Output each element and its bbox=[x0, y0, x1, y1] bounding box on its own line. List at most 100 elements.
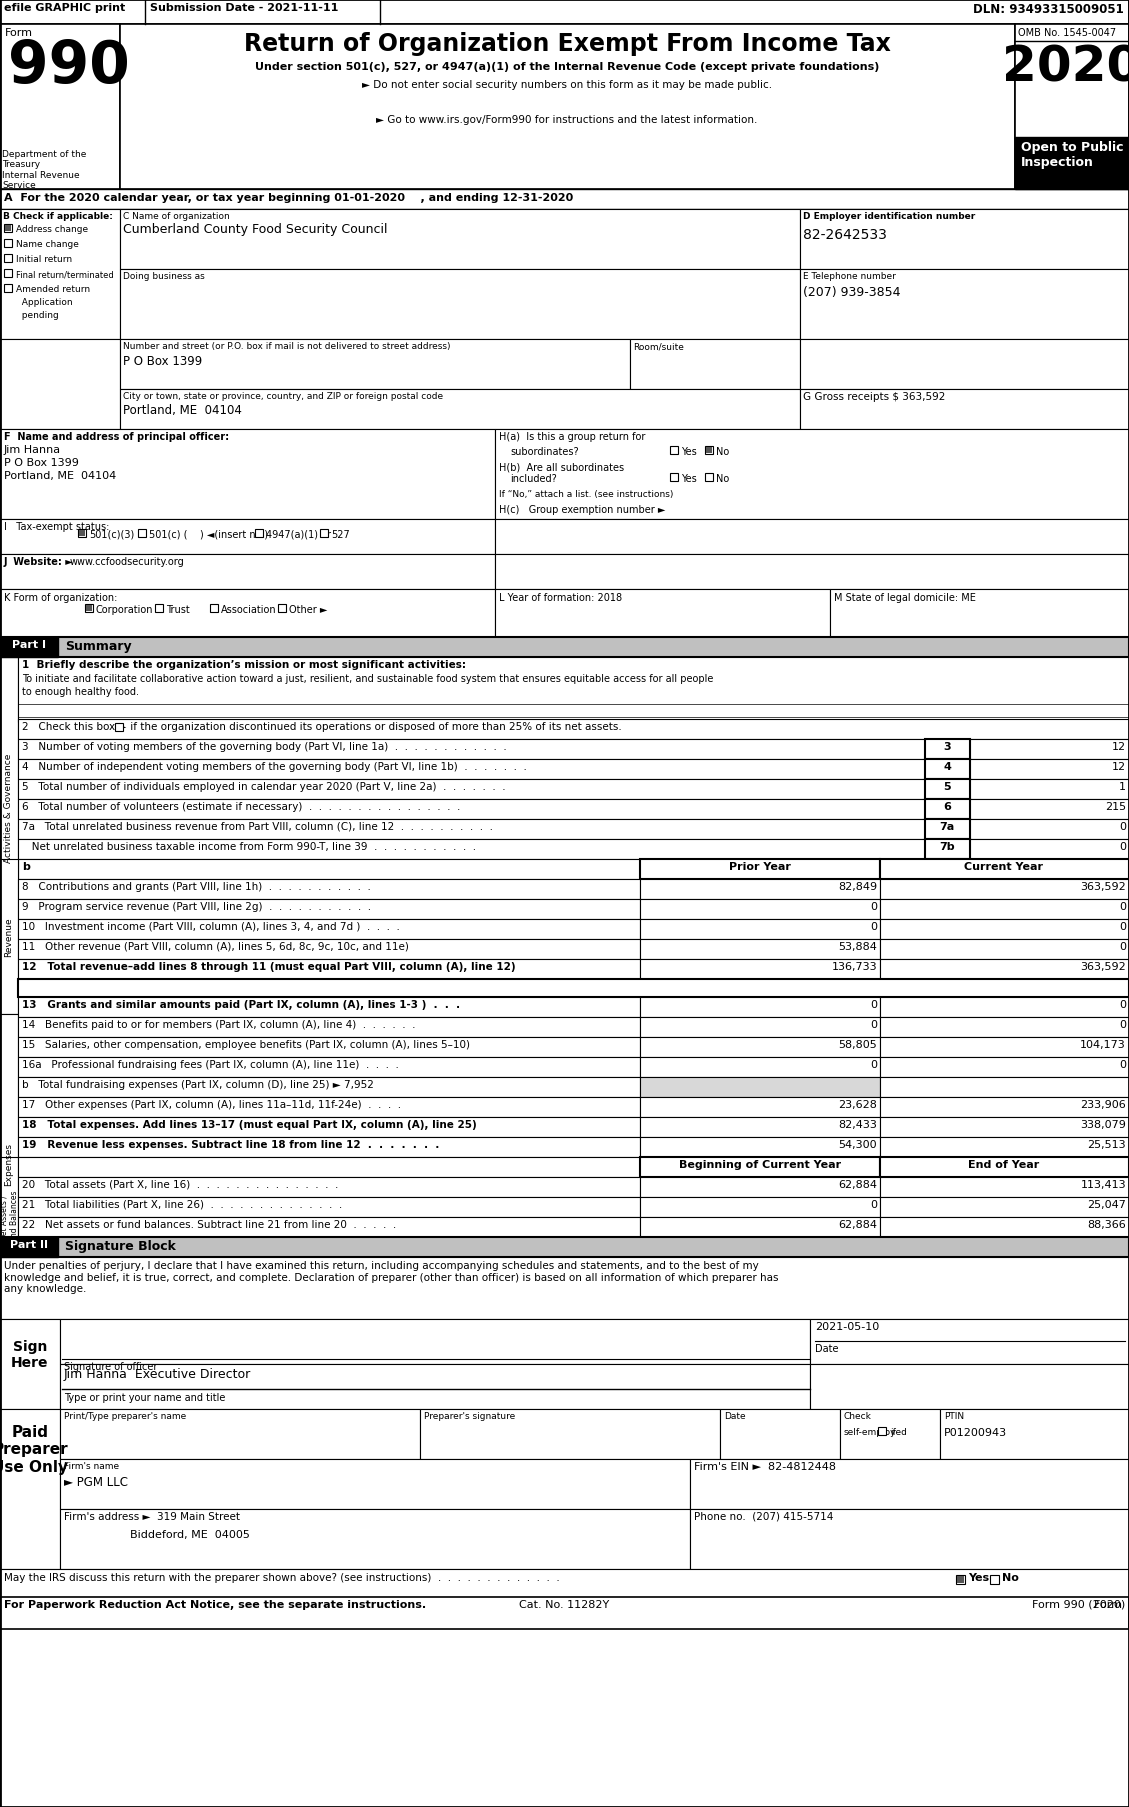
Bar bbox=[640, 1117, 879, 1137]
Text: 0: 0 bbox=[1119, 1019, 1126, 1030]
Text: F  Name and address of principal officer:: F Name and address of principal officer: bbox=[5, 432, 229, 441]
Text: 12: 12 bbox=[1112, 741, 1126, 752]
Bar bbox=[18, 799, 925, 820]
Text: 233,906: 233,906 bbox=[1080, 1099, 1126, 1109]
Text: subordinates?: subordinates? bbox=[510, 446, 579, 457]
Text: 363,592: 363,592 bbox=[1080, 882, 1126, 891]
Bar bbox=[18, 719, 1129, 739]
Bar bbox=[18, 940, 640, 960]
Text: No: No bbox=[1003, 1572, 1018, 1583]
Text: Room/suite: Room/suite bbox=[633, 342, 684, 351]
Bar bbox=[0, 1409, 60, 1568]
Bar bbox=[879, 880, 1129, 900]
Bar bbox=[79, 531, 85, 537]
Bar bbox=[0, 1258, 1129, 1319]
Bar bbox=[5, 286, 12, 293]
Text: 0: 0 bbox=[1119, 941, 1126, 952]
Bar bbox=[879, 1156, 1129, 1178]
Bar bbox=[956, 1576, 965, 1585]
Text: Type or print your name and title: Type or print your name and title bbox=[64, 1391, 226, 1402]
Bar bbox=[0, 25, 120, 190]
Text: included?: included? bbox=[510, 473, 557, 484]
Bar bbox=[640, 880, 879, 900]
Text: 0: 0 bbox=[1119, 902, 1126, 911]
Text: Print/Type preparer's name: Print/Type preparer's name bbox=[64, 1411, 186, 1420]
Bar bbox=[800, 269, 1129, 340]
Bar bbox=[640, 1017, 879, 1037]
Bar bbox=[669, 446, 679, 455]
Bar bbox=[925, 759, 970, 779]
Bar bbox=[120, 25, 1015, 190]
Text: 11   Other revenue (Part VIII, column (A), lines 5, 6d, 8c, 9c, 10c, and 11e): 11 Other revenue (Part VIII, column (A),… bbox=[21, 941, 409, 952]
Text: 20   Total assets (Part X, line 16)  .  .  .  .  .  .  .  .  .  .  .  .  .  .  .: 20 Total assets (Part X, line 16) . . . … bbox=[21, 1180, 339, 1189]
Text: 104,173: 104,173 bbox=[1080, 1039, 1126, 1050]
Text: If “No,” attach a list. (see instructions): If “No,” attach a list. (see instruction… bbox=[499, 490, 673, 499]
Text: P01200943: P01200943 bbox=[944, 1428, 1007, 1437]
Text: For Paperwork Reduction Act Notice, see the separate instructions.: For Paperwork Reduction Act Notice, see … bbox=[5, 1599, 426, 1608]
Text: www.ccfoodsecurity.org: www.ccfoodsecurity.org bbox=[70, 557, 185, 567]
Bar bbox=[640, 997, 879, 1017]
Text: 53,884: 53,884 bbox=[838, 941, 877, 952]
Bar bbox=[0, 638, 58, 658]
Bar bbox=[60, 1460, 690, 1509]
Text: 1: 1 bbox=[1119, 782, 1126, 791]
Text: To initiate and facilitate collaborative action toward a just, resilient, and su: To initiate and facilitate collaborative… bbox=[21, 674, 714, 683]
Text: 58,805: 58,805 bbox=[838, 1039, 877, 1050]
Bar bbox=[640, 1097, 879, 1117]
Text: 12: 12 bbox=[1112, 761, 1126, 772]
Text: Cat. No. 11282Y: Cat. No. 11282Y bbox=[519, 1599, 610, 1608]
Text: Portland, ME  04104: Portland, ME 04104 bbox=[123, 403, 242, 417]
Bar bbox=[879, 997, 1129, 1017]
Text: 22   Net assets or fund balances. Subtract line 21 from line 20  .  .  .  .  .: 22 Net assets or fund balances. Subtract… bbox=[21, 1220, 396, 1229]
Text: C Name of organization: C Name of organization bbox=[123, 211, 229, 220]
Bar bbox=[0, 1568, 1129, 1597]
Bar bbox=[640, 860, 879, 880]
Bar bbox=[60, 1409, 420, 1460]
Bar bbox=[120, 390, 800, 430]
Bar bbox=[85, 605, 93, 613]
Text: P O Box 1399: P O Box 1399 bbox=[5, 457, 79, 468]
Text: ► PGM LLC: ► PGM LLC bbox=[64, 1475, 128, 1489]
Text: Form 990 (2020): Form 990 (2020) bbox=[1032, 1599, 1124, 1608]
Text: 82,433: 82,433 bbox=[838, 1119, 877, 1129]
Bar bbox=[809, 1319, 1129, 1364]
Text: Part I: Part I bbox=[12, 640, 46, 651]
Text: Address change: Address change bbox=[16, 224, 88, 233]
Bar bbox=[690, 1509, 1129, 1568]
Text: 0: 0 bbox=[1119, 842, 1126, 851]
Bar bbox=[970, 759, 1129, 779]
Text: K Form of organization:: K Form of organization: bbox=[5, 593, 117, 604]
Text: Submission Date - 2021-11-11: Submission Date - 2021-11-11 bbox=[150, 4, 339, 13]
Text: 4947(a)(1) or: 4947(a)(1) or bbox=[266, 529, 331, 540]
Text: Net Assets /
Fund Balances: Net Assets / Fund Balances bbox=[0, 1189, 19, 1245]
Bar bbox=[879, 1037, 1129, 1057]
Text: 14   Benefits paid to or for members (Part IX, column (A), line 4)  .  .  .  .  : 14 Benefits paid to or for members (Part… bbox=[21, 1019, 415, 1030]
Bar bbox=[640, 1178, 879, 1198]
Text: Initial return: Initial return bbox=[16, 255, 72, 264]
Bar bbox=[155, 605, 163, 613]
Text: 7a   Total unrelated business revenue from Part VIII, column (C), line 12  .  . : 7a Total unrelated business revenue from… bbox=[21, 822, 493, 831]
Text: Yes: Yes bbox=[681, 446, 697, 457]
Bar bbox=[0, 658, 18, 958]
Text: Association: Association bbox=[221, 605, 277, 614]
Text: 113,413: 113,413 bbox=[1080, 1180, 1126, 1189]
Text: Firm's name: Firm's name bbox=[64, 1462, 120, 1471]
Text: self-employed: self-employed bbox=[844, 1428, 908, 1437]
Bar bbox=[925, 840, 970, 860]
Bar bbox=[5, 226, 11, 231]
Bar bbox=[925, 739, 970, 759]
Text: Application: Application bbox=[16, 298, 72, 307]
Bar bbox=[830, 589, 1129, 638]
Text: ► Do not enter social security numbers on this form as it may be made public.: ► Do not enter social security numbers o… bbox=[362, 80, 772, 90]
Bar bbox=[640, 1198, 879, 1218]
Text: Check: Check bbox=[844, 1411, 872, 1420]
Text: May the IRS discuss this return with the preparer shown above? (see instructions: May the IRS discuss this return with the… bbox=[5, 1572, 560, 1583]
Text: Paid
Preparer
Use Only: Paid Preparer Use Only bbox=[0, 1424, 68, 1475]
Bar bbox=[60, 1319, 809, 1364]
Text: b   Total fundraising expenses (Part IX, column (D), line 25) ► 7,952: b Total fundraising expenses (Part IX, c… bbox=[21, 1079, 374, 1090]
Text: I   Tax-exempt status:: I Tax-exempt status: bbox=[5, 522, 110, 531]
Bar bbox=[60, 1364, 809, 1409]
Bar bbox=[0, 1238, 1129, 1258]
Bar bbox=[970, 840, 1129, 860]
Text: 82-2642533: 82-2642533 bbox=[803, 228, 887, 242]
